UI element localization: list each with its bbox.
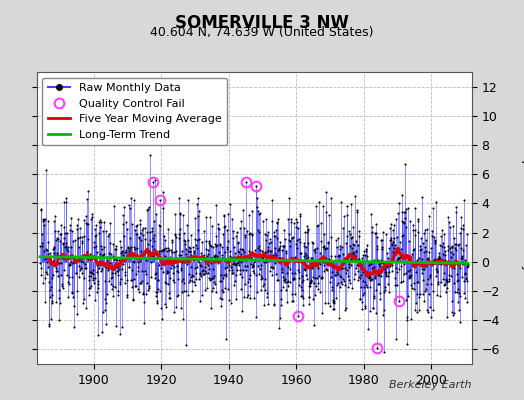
- Legend: Raw Monthly Data, Quality Control Fail, Five Year Moving Average, Long-Term Tren: Raw Monthly Data, Quality Control Fail, …: [42, 78, 227, 145]
- Y-axis label: Temperature Anomaly (°C): Temperature Anomaly (°C): [520, 134, 524, 302]
- Text: Berkeley Earth: Berkeley Earth: [389, 380, 472, 390]
- Text: SOMERVILLE 3 NW: SOMERVILLE 3 NW: [175, 14, 349, 32]
- Text: 40.604 N, 74.639 W (United States): 40.604 N, 74.639 W (United States): [150, 26, 374, 39]
